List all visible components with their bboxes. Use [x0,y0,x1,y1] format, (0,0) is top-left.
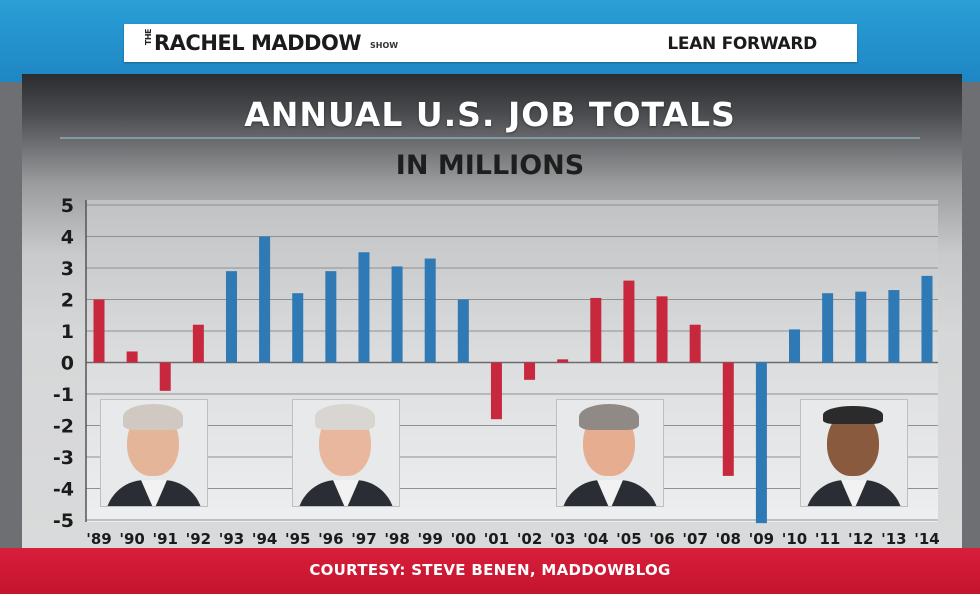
y-tick-label: -5 [53,510,74,532]
x-tick-label: '04 [583,530,608,548]
x-tick-label: '12 [848,530,873,548]
x-tick-label: '98 [384,530,409,548]
show-banner: THE RACHEL MADDOW SHOW LEAN FORWARD [124,24,857,62]
show-name: RACHEL MADDOW [154,31,361,55]
president-photo-bush-jr [556,399,664,507]
x-tick-label: '11 [815,530,840,548]
x-axis-ticks: '89 '90 '91 '92 '93 '94 '95 '96 '97 '98 '99 '00 '01 '… [86,530,939,548]
chart-title: ANNUAL U.S. JOB TOTALS [244,95,736,134]
show-suffix: SHOW [370,41,399,50]
bar-8 [358,252,370,363]
x-tick-label: '90 [119,530,144,548]
bar-5 [259,236,271,363]
president-photo-bush-sr [100,399,208,507]
x-tick-label: '13 [881,530,906,548]
bar-20 [755,362,767,524]
x-tick-label: '14 [914,530,939,548]
x-tick-label: '06 [649,530,674,548]
bar-18 [689,324,701,363]
x-tick-label: '09 [749,530,774,548]
bar-14 [557,359,569,363]
x-tick-label: '94 [252,530,277,548]
y-tick-label: -4 [53,479,74,501]
y-tick-label: -3 [53,447,74,469]
y-tick-label: 0 [61,353,74,375]
bar-23 [855,291,867,363]
bar-2 [159,362,171,391]
x-tick-label: '05 [616,530,641,548]
bar-3 [192,324,204,363]
bar-7 [325,271,337,363]
x-tick-label: '96 [318,530,343,548]
x-tick-label: '00 [451,530,476,548]
x-tick-label: '10 [782,530,807,548]
show-tagline: LEAN FORWARD [667,34,817,54]
bar-15 [590,297,602,363]
bar-11 [457,299,469,363]
x-tick-label: '07 [682,530,707,548]
x-tick-label: '91 [153,530,178,548]
y-tick-label: 5 [61,195,74,217]
x-tick-label: '95 [285,530,310,548]
bar-24 [888,290,900,363]
y-tick-label: 4 [61,227,74,249]
bar-25 [921,275,933,363]
chart-subtitle: IN MILLIONS [395,150,585,181]
x-tick-label: '99 [417,530,442,548]
y-tick-label: 3 [61,258,74,280]
x-tick-label: '93 [219,530,244,548]
footer-band [0,548,980,594]
x-tick-label: '01 [484,530,509,548]
president-photo-obama [800,399,908,507]
x-tick-label: '89 [86,530,111,548]
bar-10 [424,258,436,363]
courtesy-credit: COURTESY: STEVE BENEN, MADDOWBLOG [309,561,671,579]
y-tick-label: 1 [61,321,74,343]
x-tick-label: '02 [517,530,542,548]
bars [93,236,933,524]
title-divider [60,137,920,139]
bar-22 [822,293,834,363]
bar-19 [722,362,734,476]
x-tick-label: '97 [351,530,376,548]
bar-4 [225,271,237,363]
bar-13 [524,362,536,380]
bar-12 [490,362,502,420]
bar-6 [292,293,304,363]
y-tick-label: 2 [61,290,74,312]
x-tick-label: '92 [186,530,211,548]
bar-21 [789,329,801,363]
bar-9 [391,266,403,363]
y-tick-label: -2 [53,416,74,438]
x-tick-label: '08 [716,530,741,548]
bar-17 [656,296,668,363]
bar-1 [126,351,138,363]
bar-16 [623,280,635,363]
y-tick-label: -1 [53,384,74,406]
y-axis-ticks: 5 4 3 2 1 0 -1 -2 -3 -4 -5 [53,195,74,532]
x-tick-label: '03 [550,530,575,548]
bar-0 [93,299,105,363]
president-photo-clinton [292,399,400,507]
